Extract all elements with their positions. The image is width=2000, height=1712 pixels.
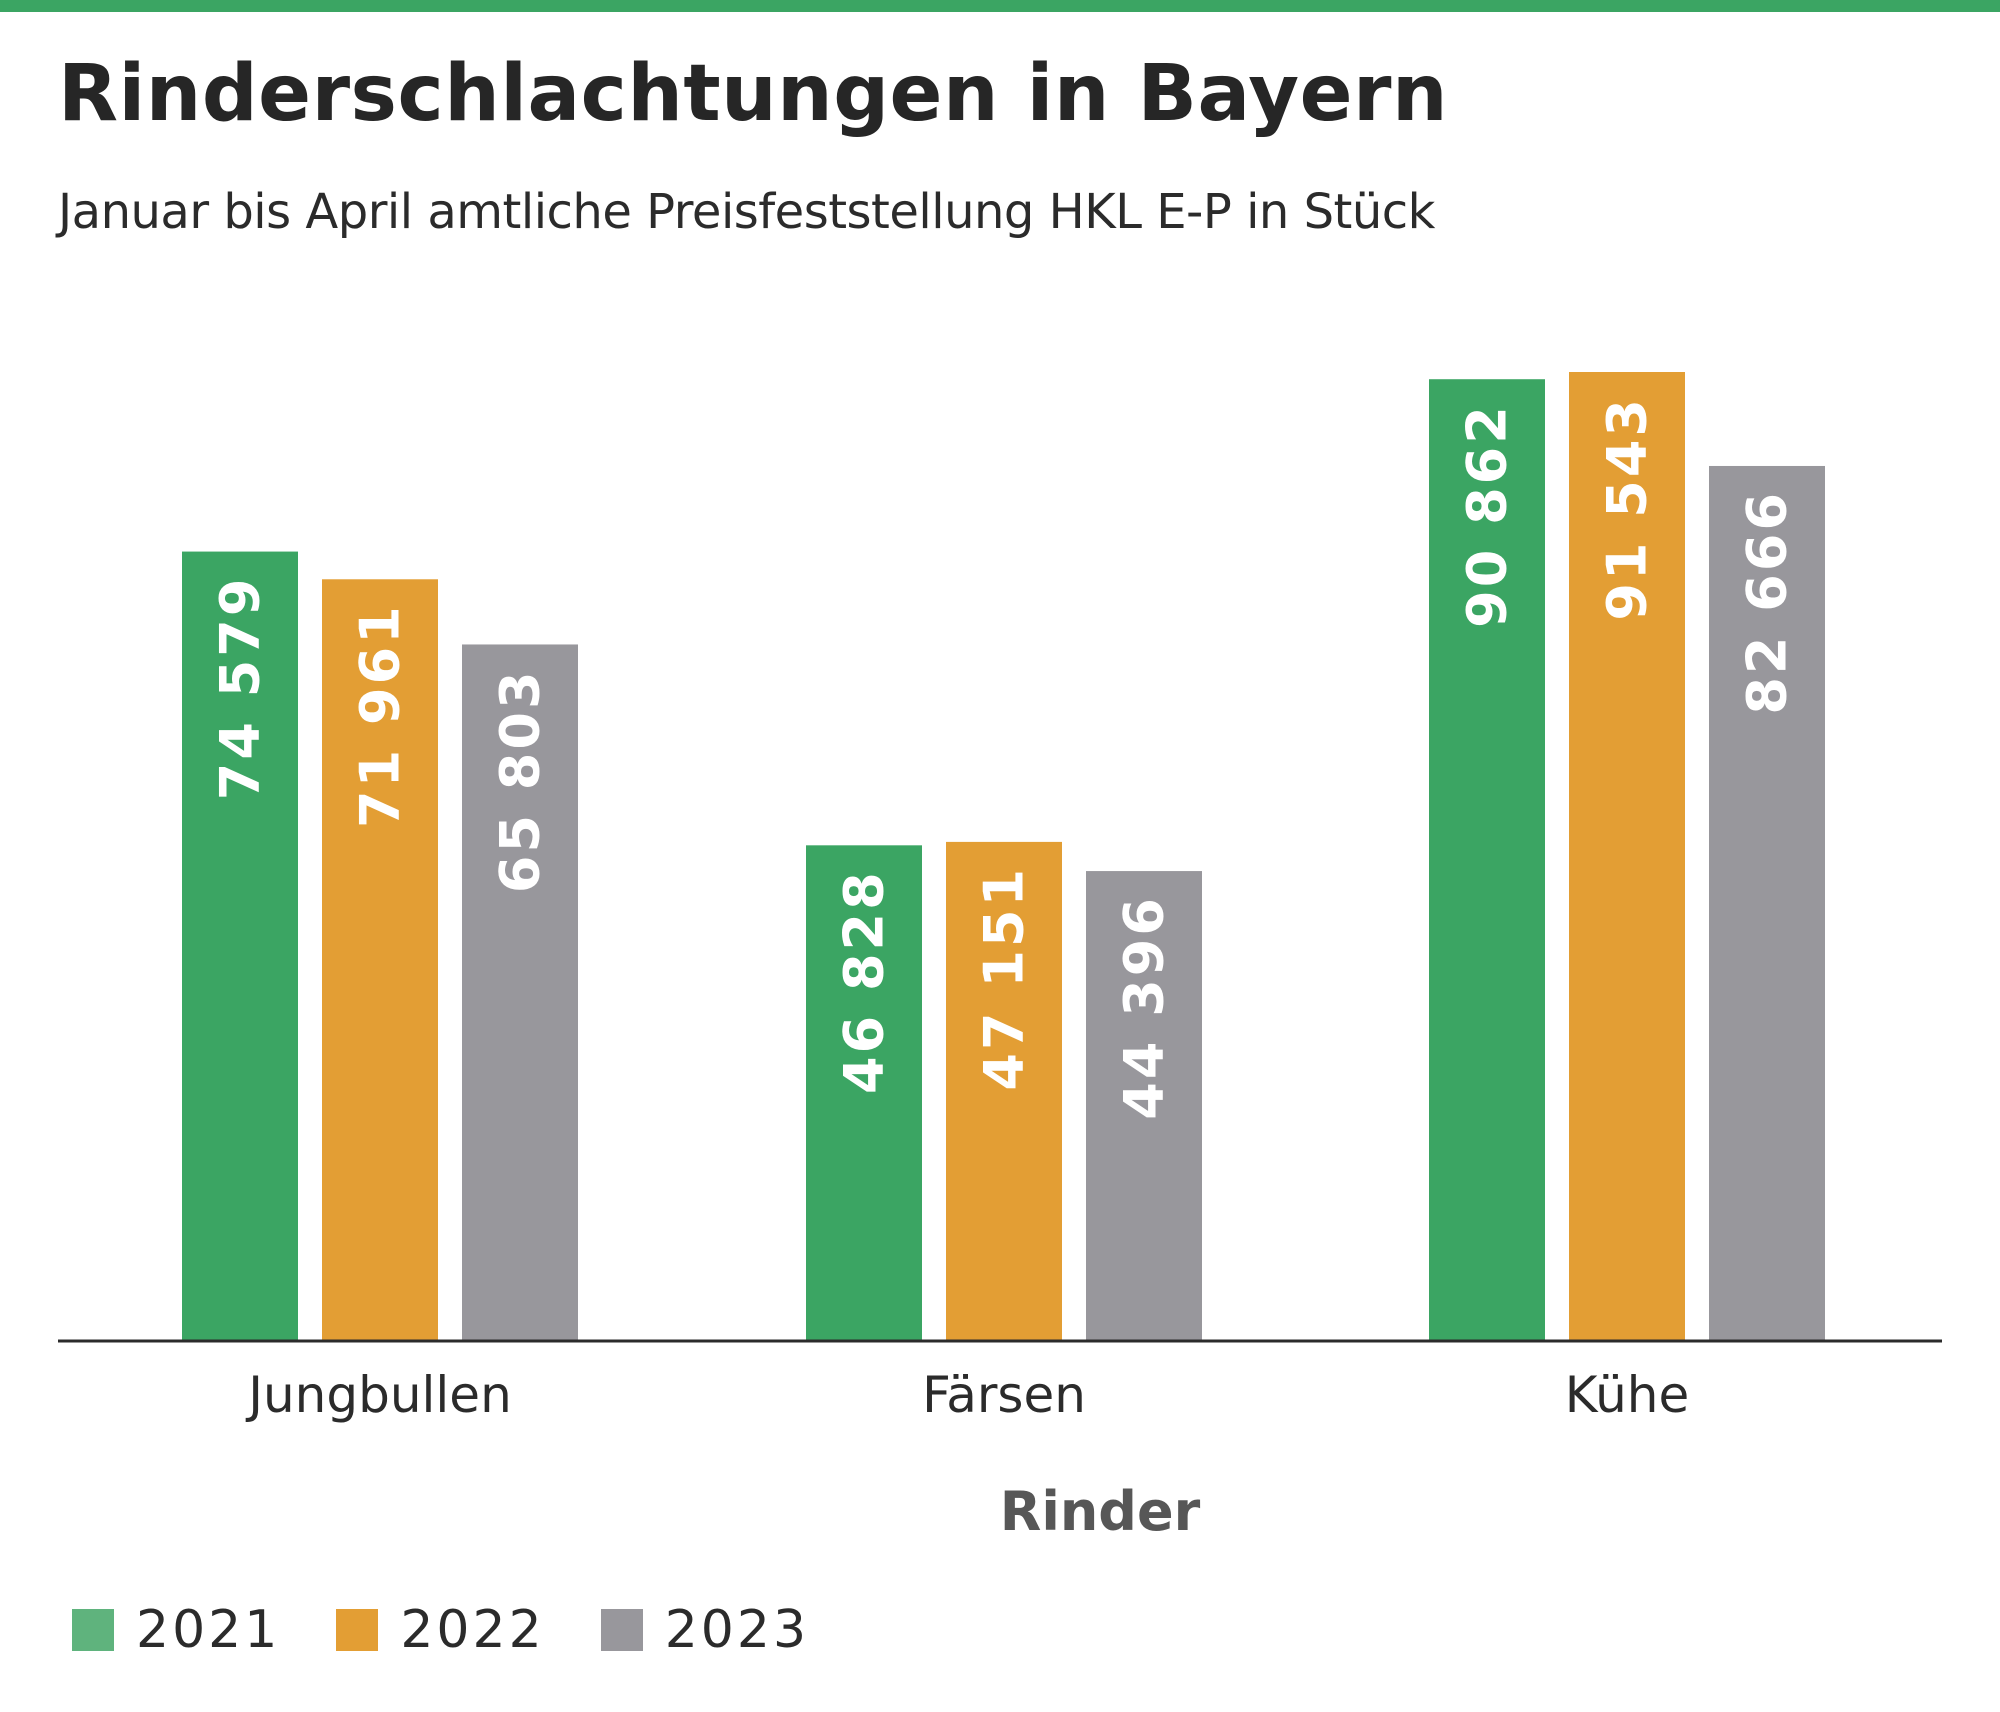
bar-khe-2023: [1709, 465, 1825, 1341]
bar-frsen-2023: [1086, 871, 1202, 1341]
top-accent-rule: [0, 0, 2000, 12]
legend-swatch-2023: [600, 1609, 643, 1651]
bar-frsen-2021: [806, 845, 922, 1341]
legend: 2021 2022 2023: [72, 1600, 865, 1660]
legend-item-2021: 2021: [72, 1600, 280, 1660]
bar-label-jungbullen-2021: 74 579: [209, 576, 272, 801]
bar-label-khe-2023: 82 666: [1736, 490, 1799, 715]
bar-jungbullen-2022: [322, 579, 438, 1341]
x-axis-title: Rinder: [1000, 1480, 1201, 1543]
legend-swatch-2022: [336, 1609, 379, 1651]
bar-frsen-2022: [946, 841, 1062, 1341]
legend-label-2021: 2021: [136, 1600, 281, 1660]
legend-label-2023: 2023: [664, 1600, 810, 1660]
bar-label-khe-2022: 91 543: [1596, 396, 1659, 621]
category-label-jungbullen: Jungbullen: [245, 1366, 512, 1424]
legend-item-2023: 2023: [600, 1600, 810, 1660]
category-labels: Jungbullen Färsen Kühe: [245, 1366, 1689, 1424]
chart-title: Rinderschlachtungen in Bayern: [58, 49, 1448, 139]
legend-swatch-2021: [72, 1609, 114, 1651]
bar-label-jungbullen-2022: 71 961: [349, 603, 412, 828]
legend-item-2022: 2022: [336, 1600, 544, 1660]
bar-label-jungbullen-2023: 65 803: [489, 668, 552, 893]
bar-label-khe-2021: 90 862: [1456, 403, 1519, 628]
bar-khe-2021: [1429, 379, 1545, 1342]
bar-jungbullen-2021: [182, 551, 298, 1341]
bars-layer: 74 579 71 961 65 803 46 828 47 151 44 396 90 8…: [182, 372, 1825, 1342]
bar-jungbullen-2023: [462, 644, 578, 1341]
category-label-khe: Kühe: [1565, 1366, 1689, 1424]
bar-label-frsen-2022: 47 151: [973, 866, 1036, 1091]
bar-khe-2022: [1569, 372, 1685, 1341]
legend-label-2022: 2022: [400, 1600, 545, 1660]
bar-label-frsen-2021: 46 828: [833, 869, 896, 1094]
bar-label-frsen-2023: 44 396: [1113, 895, 1176, 1120]
chart-subtitle: Januar bis April amtliche Preisfeststell…: [58, 184, 1435, 240]
category-label-frsen: Färsen: [922, 1366, 1086, 1424]
